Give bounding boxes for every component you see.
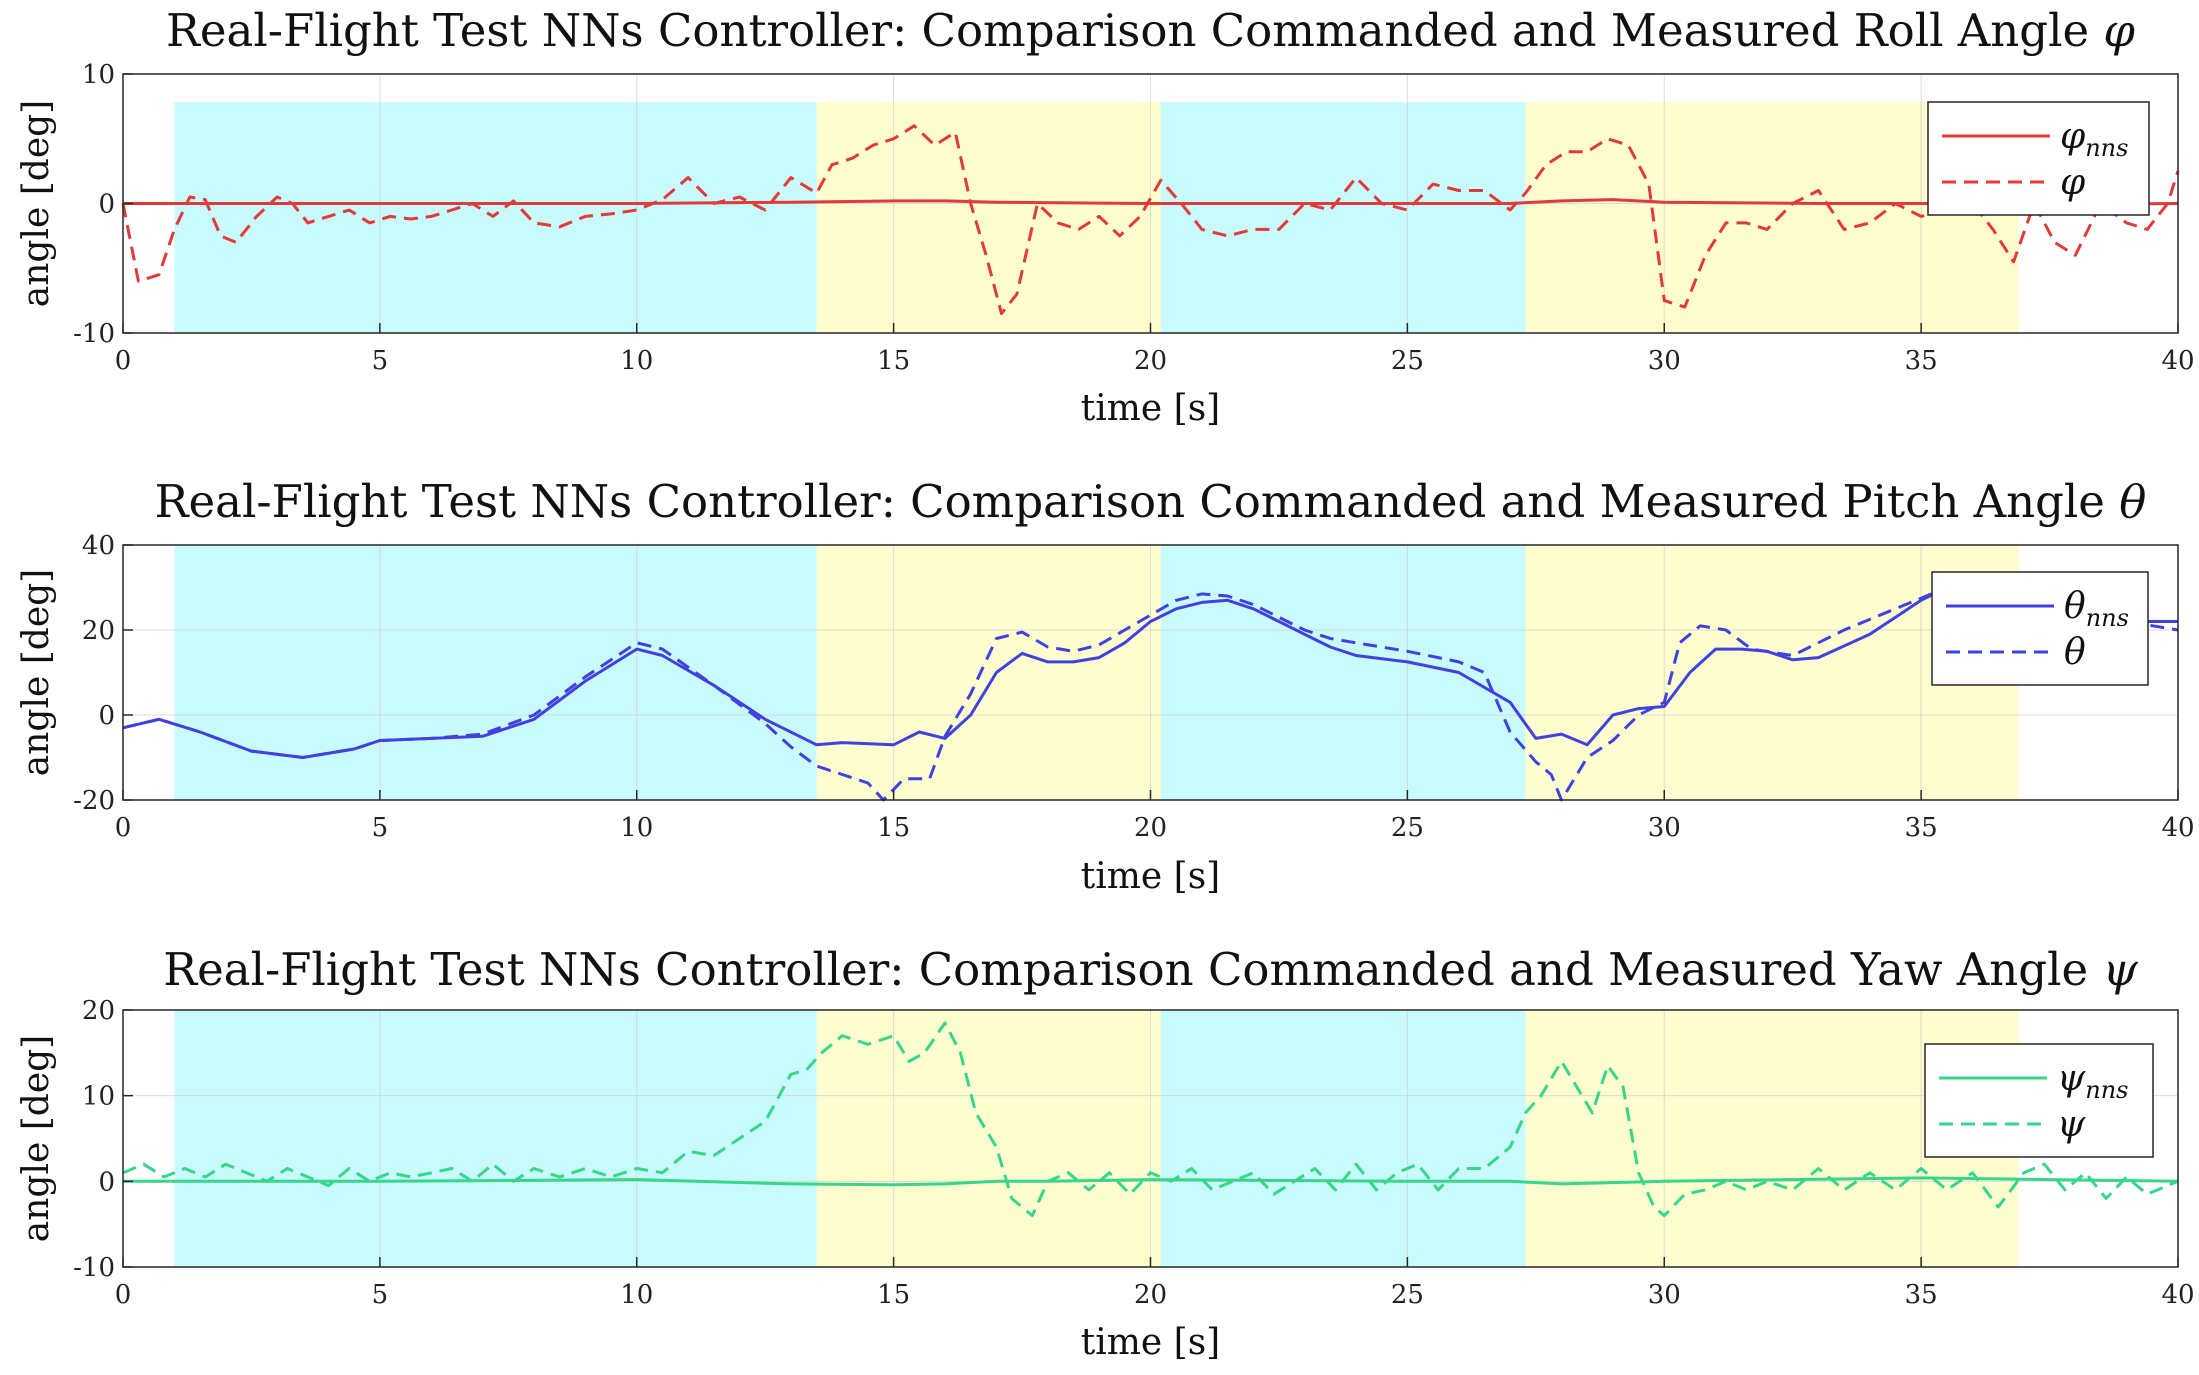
y-tick-label: -10 xyxy=(73,319,115,349)
x-tick-label: 0 xyxy=(115,813,132,843)
series-line-commanded xyxy=(122,583,2178,759)
series-line-measured xyxy=(122,581,2179,802)
x-axis-label: time [s] xyxy=(1081,856,1220,897)
x-tick-label: 5 xyxy=(372,346,389,376)
y-tick-label: 40 xyxy=(82,531,115,561)
x-tick-label: 5 xyxy=(372,813,389,843)
x-tick-label: 40 xyxy=(2161,813,2194,843)
x-tick-label: 40 xyxy=(2161,346,2194,376)
legend-entry: φ xyxy=(2060,162,2086,203)
phase-band-3 xyxy=(1160,545,1526,800)
legend-subscript: nns xyxy=(2085,134,2128,162)
x-tick-label: 5 xyxy=(372,1280,389,1310)
y-axis-label: angle [deg] xyxy=(16,1035,57,1242)
x-tick-label: 10 xyxy=(620,813,653,843)
legend-box xyxy=(1931,571,2149,686)
y-tick-label: 0 xyxy=(98,190,115,220)
phase-band-1 xyxy=(174,1010,817,1267)
x-tick-label: 20 xyxy=(1134,346,1167,376)
phase-band-3 xyxy=(1160,102,1526,333)
series-line-measured xyxy=(122,1021,2179,1218)
legend-subscript: nns xyxy=(2085,1076,2128,1104)
x-tick-label: 20 xyxy=(1134,813,1167,843)
x-tick-label: 25 xyxy=(1391,346,1424,376)
y-tick-label: 10 xyxy=(82,60,115,90)
y-tick-label: 20 xyxy=(82,996,115,1026)
phase-band-2 xyxy=(816,1010,1161,1267)
x-axis-label: time [s] xyxy=(1081,1322,1220,1363)
title-symbol: θ xyxy=(2119,475,2146,528)
x-tick-label: 35 xyxy=(1905,1280,1938,1310)
y-axis-label: angle [deg] xyxy=(16,100,57,307)
chart-title: Real-Flight Test NNs Controller: Compari… xyxy=(155,475,2147,528)
x-tick-label: 30 xyxy=(1648,346,1681,376)
phase-band-3 xyxy=(1160,1010,1526,1267)
x-axis-label: time [s] xyxy=(1081,388,1220,429)
x-tick-label: 15 xyxy=(877,813,910,843)
y-tick-label: 20 xyxy=(82,616,115,646)
phase-band-2 xyxy=(816,102,1161,333)
x-tick-label: 40 xyxy=(2161,1280,2194,1310)
x-tick-label: 10 xyxy=(620,1280,653,1310)
chart-title: Real-Flight Test NNs Controller: Compari… xyxy=(166,4,2135,57)
x-tick-label: 0 xyxy=(115,1280,132,1310)
x-tick-label: 15 xyxy=(877,346,910,376)
x-tick-label: 25 xyxy=(1391,813,1424,843)
series-line-measured xyxy=(121,124,2180,316)
x-tick-label: 30 xyxy=(1648,813,1681,843)
y-axis-label: angle [deg] xyxy=(16,569,57,776)
title-symbol: ψ xyxy=(2102,943,2138,996)
x-tick-label: 25 xyxy=(1391,1280,1424,1310)
legend-entry: ψ xyxy=(2057,1104,2086,1145)
x-tick-label: 15 xyxy=(877,1280,910,1310)
x-tick-label: 30 xyxy=(1648,1280,1681,1310)
title-symbol: φ xyxy=(2103,4,2135,57)
y-tick-label: 0 xyxy=(98,701,115,731)
x-tick-label: 10 xyxy=(620,346,653,376)
chart-title: Real-Flight Test NNs Controller: Compari… xyxy=(163,943,2138,996)
legend-box xyxy=(1927,101,2150,216)
phase-band-1 xyxy=(174,545,817,800)
x-tick-label: 0 xyxy=(115,346,132,376)
x-tick-label: 35 xyxy=(1905,813,1938,843)
y-tick-label: -20 xyxy=(73,786,115,816)
y-tick-label: -10 xyxy=(73,1253,115,1283)
phase-band-1 xyxy=(174,102,817,333)
x-tick-label: 20 xyxy=(1134,1280,1167,1310)
phase-band-2 xyxy=(816,545,1161,800)
y-tick-label: 10 xyxy=(82,1082,115,1112)
legend-entry: θ xyxy=(2064,632,2086,673)
y-tick-label: 0 xyxy=(98,1167,115,1197)
x-tick-label: 35 xyxy=(1905,346,1938,376)
legend-box xyxy=(1924,1043,2154,1158)
legend-subscript: nns xyxy=(2086,604,2129,632)
